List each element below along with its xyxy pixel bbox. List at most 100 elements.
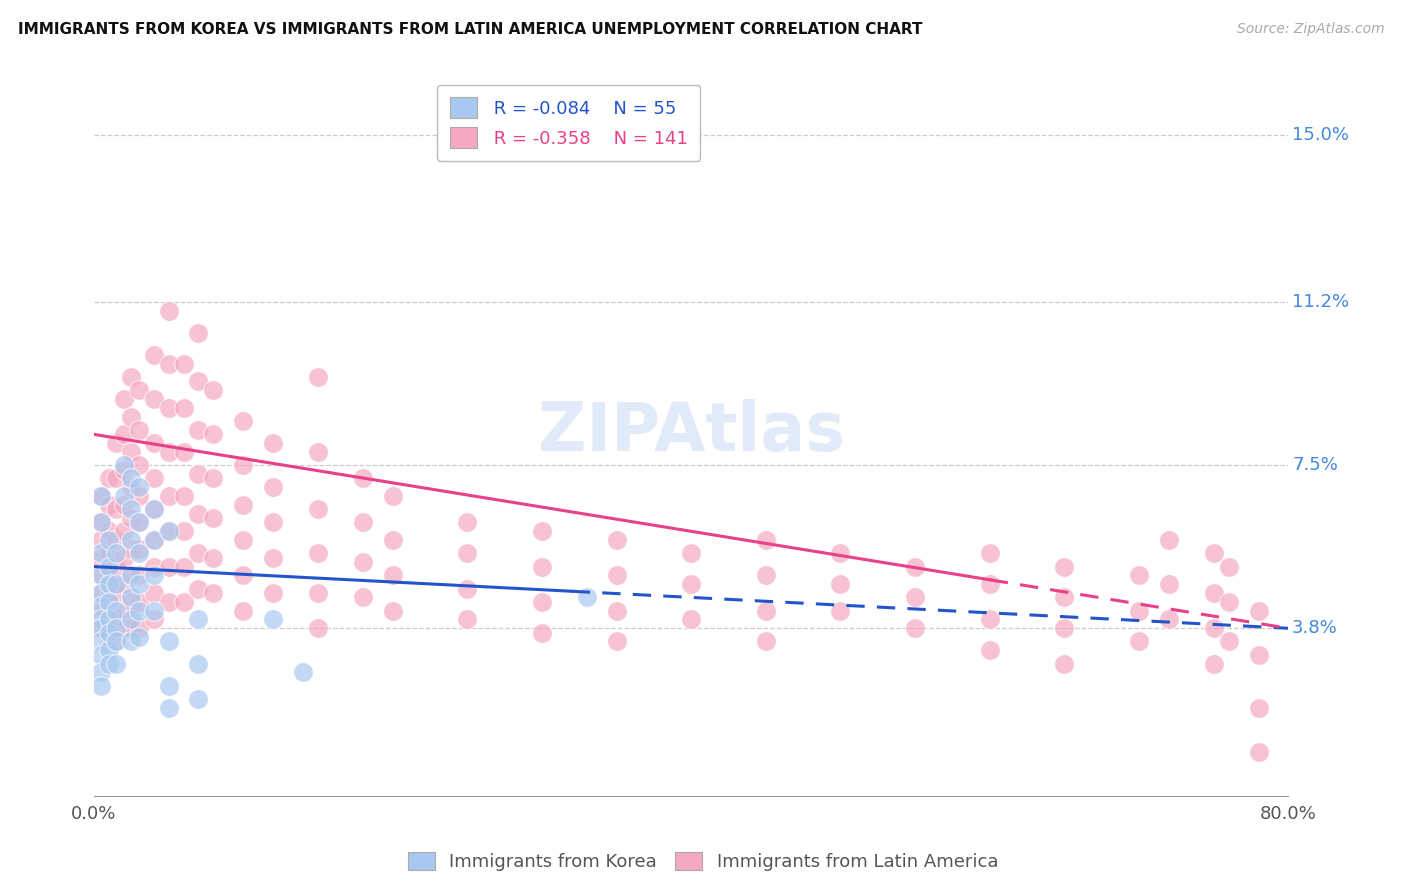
Point <box>128 604 150 618</box>
Point <box>97 643 120 657</box>
Point <box>142 533 165 548</box>
Point <box>128 516 150 530</box>
Point <box>142 604 165 618</box>
Point <box>755 634 778 648</box>
Point <box>105 634 128 648</box>
Point <box>262 480 284 494</box>
Point <box>307 546 329 560</box>
Text: ZIPAtlas: ZIPAtlas <box>537 399 845 465</box>
Point <box>105 533 128 548</box>
Point <box>142 348 165 362</box>
Point <box>112 524 135 539</box>
Point <box>112 621 135 635</box>
Point <box>112 458 135 473</box>
Point <box>142 533 165 548</box>
Point <box>187 691 209 706</box>
Point <box>157 489 180 503</box>
Point <box>128 458 150 473</box>
Point <box>120 511 142 525</box>
Point <box>1202 621 1225 635</box>
Point <box>97 568 120 582</box>
Point <box>187 612 209 626</box>
Point <box>90 665 112 680</box>
Point <box>90 634 112 648</box>
Point <box>755 604 778 618</box>
Point <box>307 445 329 459</box>
Point <box>1202 586 1225 600</box>
Point <box>262 612 284 626</box>
Point <box>97 612 120 626</box>
Point <box>381 533 404 548</box>
Point <box>120 409 142 424</box>
Point <box>979 643 1001 657</box>
Point <box>681 612 703 626</box>
Point <box>904 559 927 574</box>
Point <box>90 489 112 503</box>
Point <box>105 604 128 618</box>
Point <box>105 436 128 450</box>
Point <box>105 559 128 574</box>
Point <box>830 577 852 591</box>
Point <box>105 577 128 591</box>
Point <box>128 489 150 503</box>
Point <box>605 533 627 548</box>
Point <box>112 604 135 618</box>
Point <box>112 489 135 503</box>
Point <box>605 634 627 648</box>
Point <box>112 392 135 406</box>
Point <box>1128 634 1150 648</box>
Point <box>262 516 284 530</box>
Point <box>1247 604 1270 618</box>
Point <box>830 604 852 618</box>
Point <box>157 445 180 459</box>
Point <box>157 401 180 415</box>
Point <box>456 612 478 626</box>
Point <box>90 586 112 600</box>
Point <box>120 541 142 556</box>
Point <box>979 612 1001 626</box>
Point <box>1202 546 1225 560</box>
Point <box>97 559 120 574</box>
Point <box>128 480 150 494</box>
Point <box>232 414 254 428</box>
Point <box>202 471 225 485</box>
Point <box>105 586 128 600</box>
Point <box>120 621 142 635</box>
Point <box>904 621 927 635</box>
Point <box>1128 604 1150 618</box>
Point <box>120 634 142 648</box>
Point <box>90 604 112 618</box>
Point <box>530 595 553 609</box>
Point <box>232 458 254 473</box>
Point <box>232 498 254 512</box>
Point <box>232 533 254 548</box>
Point <box>187 582 209 596</box>
Point <box>1157 577 1180 591</box>
Point <box>128 541 150 556</box>
Point <box>1157 612 1180 626</box>
Point <box>187 507 209 521</box>
Point <box>90 516 112 530</box>
Point <box>307 502 329 516</box>
Point <box>112 427 135 442</box>
Point <box>120 568 142 582</box>
Point <box>202 586 225 600</box>
Point <box>120 502 142 516</box>
Point <box>112 550 135 565</box>
Point <box>530 524 553 539</box>
Point <box>352 555 374 569</box>
Point <box>830 546 852 560</box>
Point <box>128 630 150 644</box>
Point <box>681 577 703 591</box>
Point <box>128 577 150 591</box>
Point <box>90 546 112 560</box>
Point <box>120 471 142 485</box>
Point <box>90 679 112 693</box>
Point <box>173 559 195 574</box>
Point <box>97 612 120 626</box>
Point <box>1053 559 1076 574</box>
Point <box>97 577 120 591</box>
Point <box>120 591 142 605</box>
Point <box>97 591 120 605</box>
Point <box>307 370 329 384</box>
